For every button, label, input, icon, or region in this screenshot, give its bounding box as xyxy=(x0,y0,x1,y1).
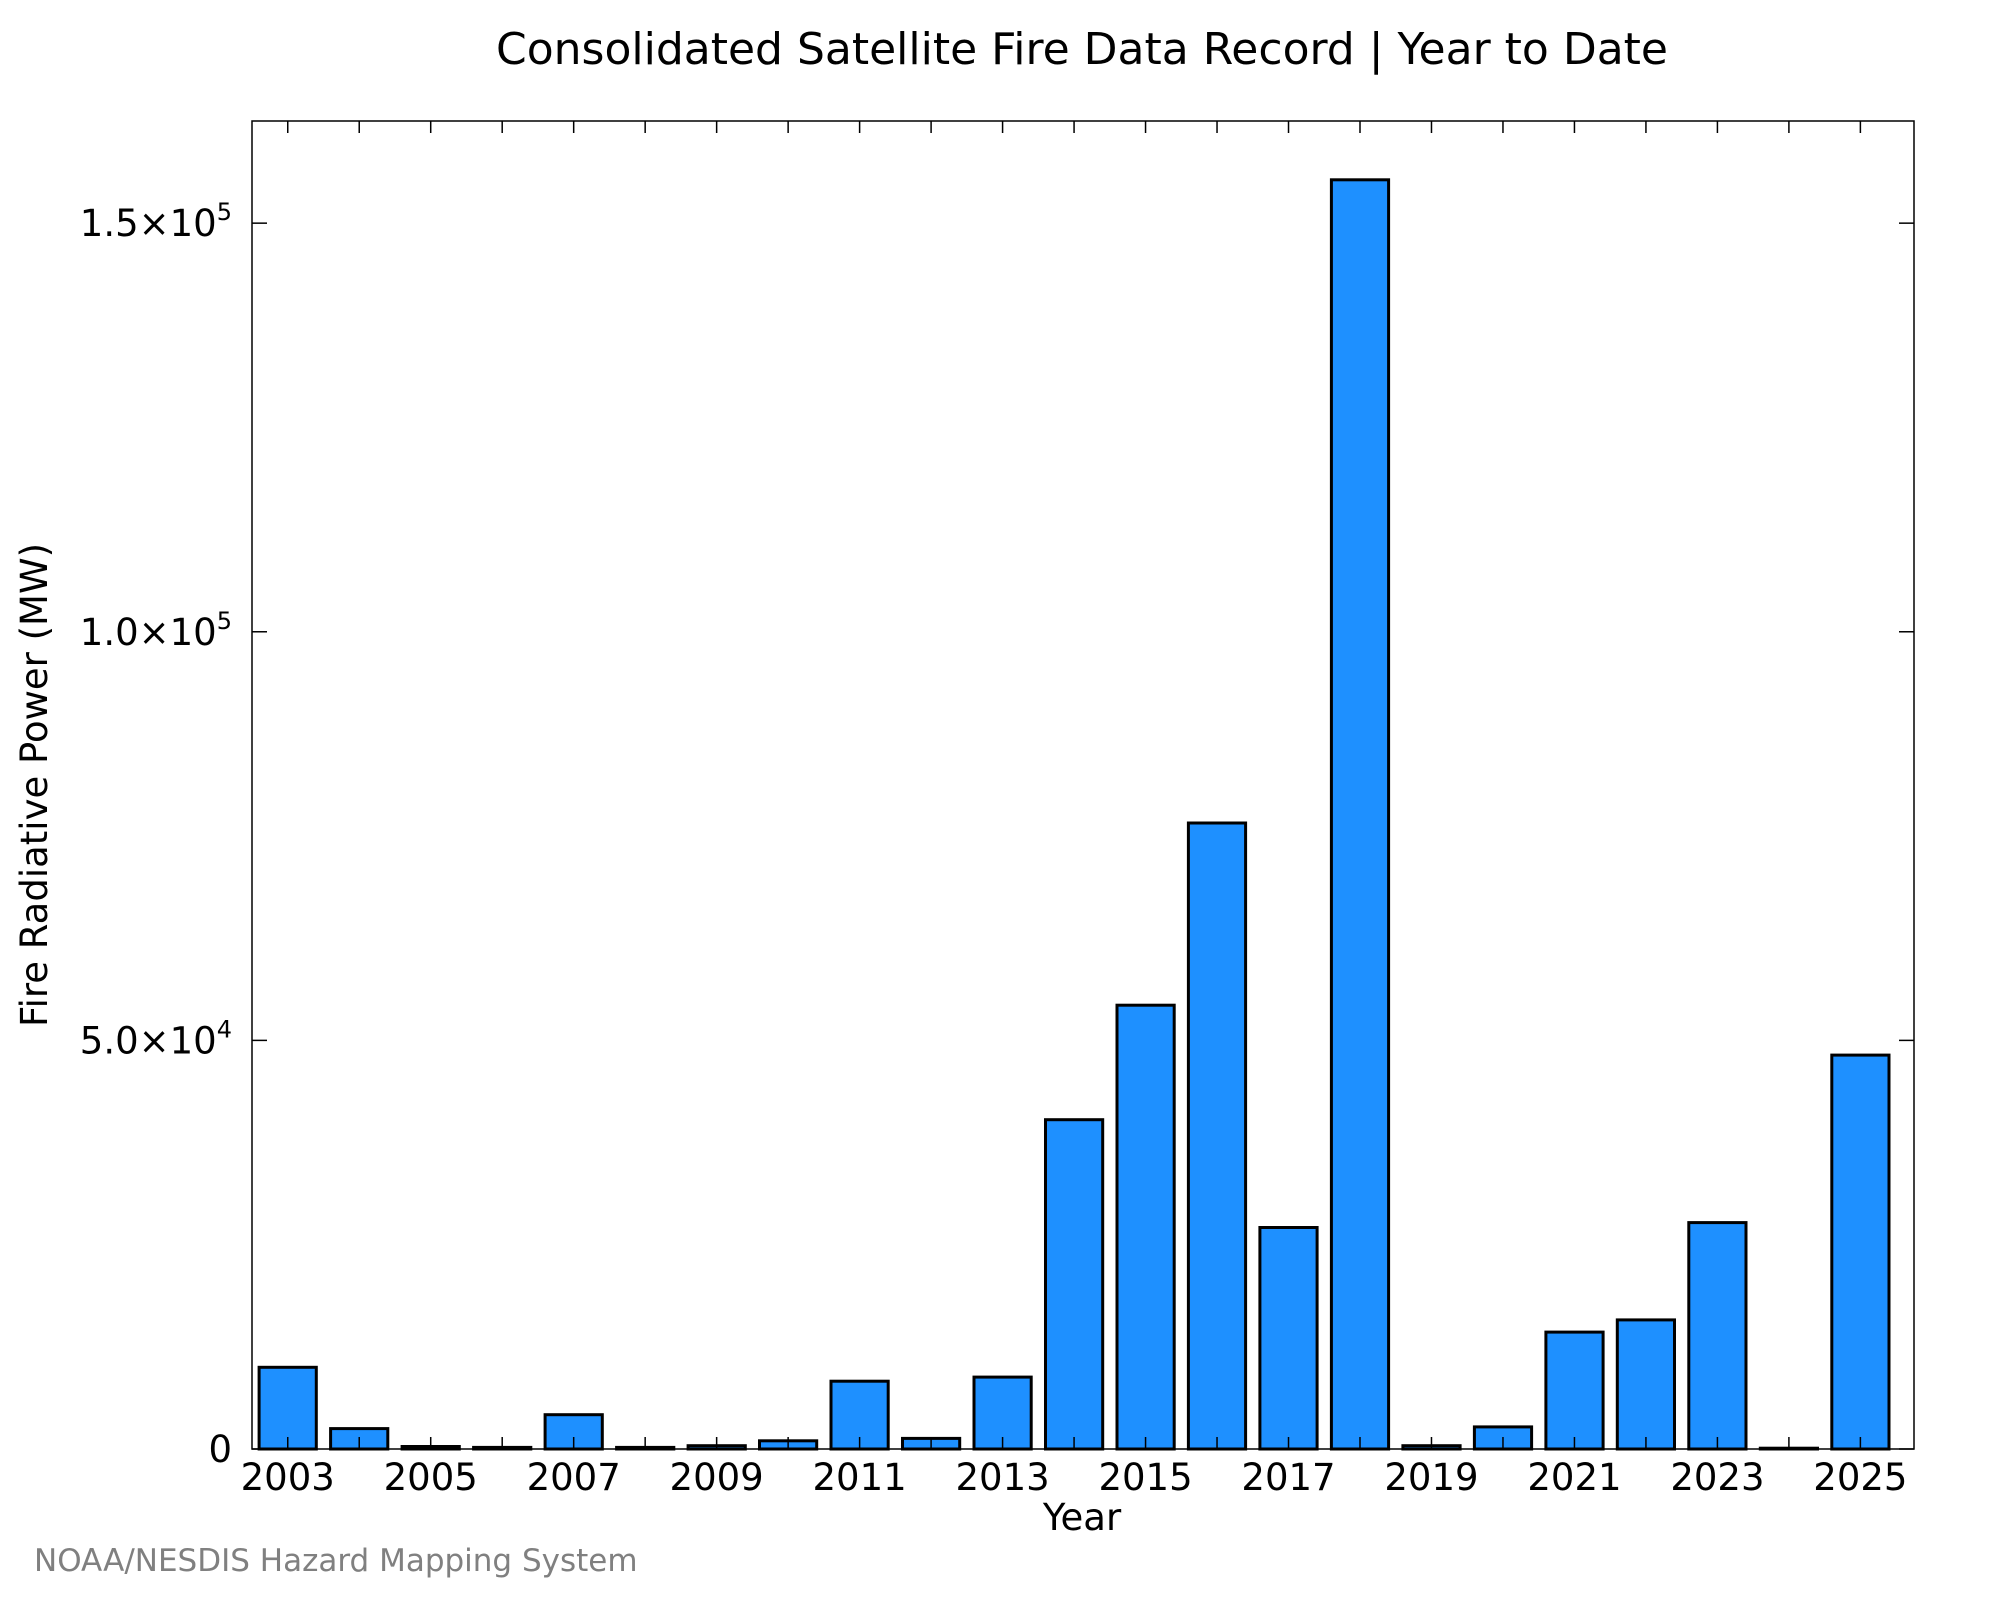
x-tick-label-2005: 2005 xyxy=(384,1456,478,1499)
bar-2021 xyxy=(1544,1330,1605,1451)
x-tick-labels: 2003 2005 2007 2009 2011 2013 2015 2017 2019 2021… xyxy=(241,1456,1908,1499)
x-tick-label-2011: 2011 xyxy=(813,1456,907,1499)
y-tick-label-1: 5.0×104 xyxy=(80,1015,232,1062)
bar-2023 xyxy=(1687,1221,1748,1451)
bar-2003 xyxy=(257,1365,318,1451)
x-tick-label-2021: 2021 xyxy=(1527,1456,1621,1499)
bar-2016 xyxy=(1186,821,1248,1451)
x-tick-label-2003: 2003 xyxy=(241,1456,335,1499)
bar-2018 xyxy=(1329,178,1391,1451)
y-axis-label: Fire Radiative Power (MW) xyxy=(13,543,56,1027)
x-tick-label-2017: 2017 xyxy=(1241,1456,1335,1499)
y-tick-label-2: 1.0×105 xyxy=(80,607,232,654)
x-tick-label-2007: 2007 xyxy=(527,1456,621,1499)
bar-2022 xyxy=(1615,1318,1677,1451)
x-axis-label: Year xyxy=(1042,1496,1122,1539)
bar-series xyxy=(257,178,1891,1451)
bar-2014 xyxy=(1044,1118,1105,1451)
bar-2017 xyxy=(1258,1226,1319,1451)
x-tick-label-2015: 2015 xyxy=(1098,1456,1192,1499)
axis-ticks xyxy=(252,121,1914,1450)
y-tick-label-3: 1.5×105 xyxy=(80,198,232,245)
y-tick-label-0: 0 xyxy=(208,1428,232,1471)
bar-2025 xyxy=(1830,1053,1891,1451)
chart-title: Consolidated Satellite Fire Data Record … xyxy=(496,24,1668,75)
x-tick-label-2013: 2013 xyxy=(955,1456,1049,1499)
credit-text: NOAA/NESDIS Hazard Mapping System xyxy=(34,1543,638,1579)
x-tick-label-2025: 2025 xyxy=(1813,1456,1907,1499)
bar-2015 xyxy=(1115,1003,1176,1451)
x-tick-label-2019: 2019 xyxy=(1384,1456,1478,1499)
x-tick-label-2023: 2023 xyxy=(1670,1456,1764,1499)
y-tick-labels: 0 5.0×104 1.0×105 1.5×105 xyxy=(80,198,232,1471)
x-tick-label-2009: 2009 xyxy=(670,1456,764,1499)
plot-frame xyxy=(251,120,1915,1450)
